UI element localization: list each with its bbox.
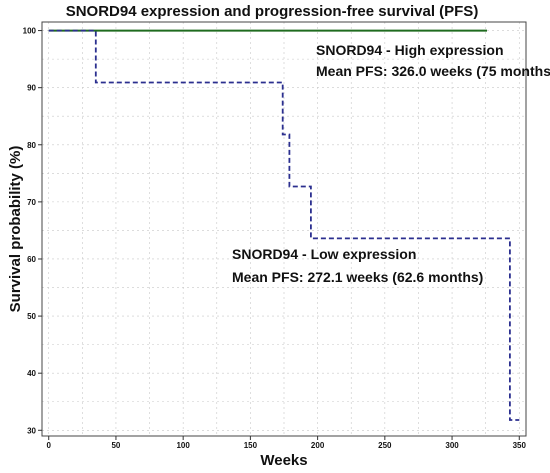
- y-tick-label: 30: [27, 426, 36, 435]
- y-tick-label: 50: [27, 312, 36, 321]
- y-tick-label: 90: [27, 84, 36, 93]
- low-expression-mean-pfs: Mean PFS: 272.1 weeks (62.6 months): [232, 269, 483, 285]
- grid-lines: [42, 22, 526, 436]
- low-expression-label: SNORD94 - Low expression: [232, 246, 416, 262]
- axis-ticks: 0 50 100 150 200 250 300 350 30 40 50 60 70 80 90 100: [23, 27, 527, 450]
- x-tick-label: 0: [46, 441, 51, 450]
- x-tick-label: 100: [176, 441, 190, 450]
- x-tick-label: 200: [311, 441, 325, 450]
- plot-frame: [41, 21, 527, 437]
- y-tick-label: 60: [27, 255, 36, 264]
- x-tick-label: 150: [244, 441, 258, 450]
- x-tick-label: 250: [378, 441, 392, 450]
- high-expression-mean-pfs: Mean PFS: 326.0 weeks (75 months): [316, 63, 550, 79]
- y-axis-label: Survival probability (%): [7, 146, 24, 313]
- y-tick-label: 100: [23, 27, 37, 36]
- high-expression-label: SNORD94 - High expression: [316, 42, 504, 58]
- y-tick-label: 70: [27, 198, 36, 207]
- series-lines: [48, 29, 520, 421]
- low-expression-curve: [48, 29, 520, 421]
- x-tick-label: 50: [111, 441, 120, 450]
- x-tick-label: 350: [513, 441, 527, 450]
- x-axis-label: Weeks: [260, 452, 307, 469]
- x-tick-label: 300: [445, 441, 459, 450]
- y-tick-label: 40: [27, 369, 36, 378]
- chart-title: SNORD94 expression and progression-free …: [66, 3, 479, 20]
- y-tick-label: 80: [27, 141, 36, 150]
